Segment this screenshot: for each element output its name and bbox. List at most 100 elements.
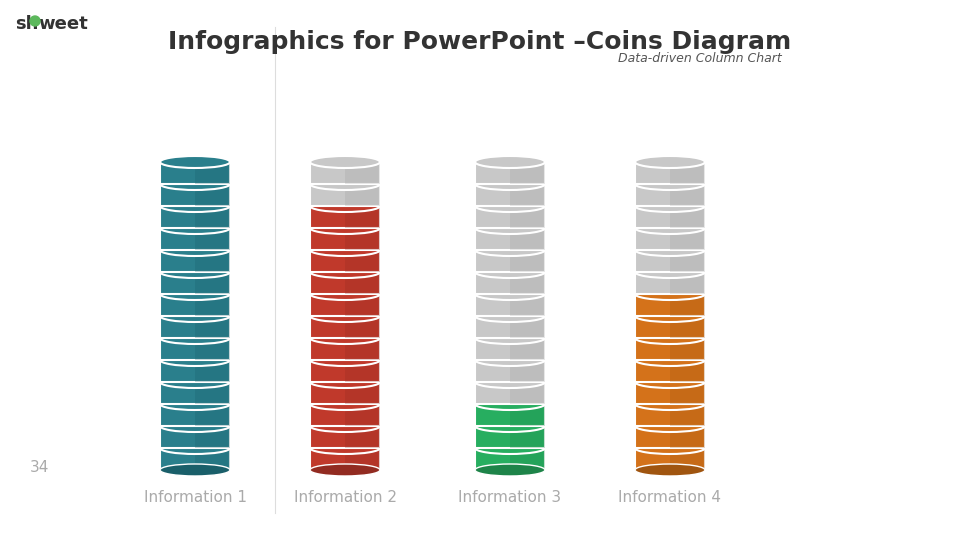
- Ellipse shape: [475, 222, 545, 234]
- Ellipse shape: [635, 420, 705, 432]
- Ellipse shape: [160, 266, 230, 278]
- Ellipse shape: [475, 200, 545, 212]
- Ellipse shape: [475, 354, 545, 366]
- FancyBboxPatch shape: [510, 338, 545, 360]
- FancyBboxPatch shape: [160, 184, 230, 206]
- Ellipse shape: [310, 420, 380, 432]
- FancyBboxPatch shape: [475, 404, 545, 426]
- FancyBboxPatch shape: [635, 360, 705, 382]
- FancyBboxPatch shape: [195, 426, 230, 448]
- Ellipse shape: [635, 244, 705, 256]
- Text: Information 2: Information 2: [294, 490, 396, 505]
- Ellipse shape: [160, 178, 230, 190]
- FancyBboxPatch shape: [345, 272, 380, 294]
- FancyBboxPatch shape: [310, 206, 380, 228]
- FancyBboxPatch shape: [195, 360, 230, 382]
- FancyBboxPatch shape: [510, 316, 545, 338]
- Ellipse shape: [160, 442, 230, 454]
- FancyBboxPatch shape: [475, 448, 545, 470]
- FancyBboxPatch shape: [310, 360, 380, 382]
- FancyBboxPatch shape: [635, 272, 705, 294]
- FancyBboxPatch shape: [160, 162, 230, 184]
- Ellipse shape: [160, 244, 230, 256]
- FancyBboxPatch shape: [310, 272, 380, 294]
- FancyBboxPatch shape: [670, 316, 705, 338]
- Ellipse shape: [635, 376, 705, 388]
- FancyBboxPatch shape: [670, 206, 705, 228]
- FancyBboxPatch shape: [310, 426, 380, 448]
- Ellipse shape: [475, 442, 545, 454]
- Ellipse shape: [635, 464, 705, 476]
- FancyBboxPatch shape: [195, 338, 230, 360]
- Ellipse shape: [635, 178, 705, 190]
- FancyBboxPatch shape: [635, 228, 705, 250]
- Ellipse shape: [475, 266, 545, 278]
- FancyBboxPatch shape: [475, 206, 545, 228]
- FancyBboxPatch shape: [475, 338, 545, 360]
- FancyBboxPatch shape: [195, 404, 230, 426]
- FancyBboxPatch shape: [310, 448, 380, 470]
- FancyBboxPatch shape: [475, 184, 545, 206]
- FancyBboxPatch shape: [345, 162, 380, 184]
- Ellipse shape: [310, 398, 380, 410]
- Ellipse shape: [475, 398, 545, 410]
- Ellipse shape: [475, 332, 545, 344]
- FancyBboxPatch shape: [345, 294, 380, 316]
- Text: Information 1: Information 1: [143, 490, 247, 505]
- FancyBboxPatch shape: [510, 206, 545, 228]
- Ellipse shape: [310, 332, 380, 344]
- FancyBboxPatch shape: [160, 360, 230, 382]
- Ellipse shape: [310, 288, 380, 300]
- Circle shape: [30, 16, 40, 26]
- Ellipse shape: [160, 200, 230, 212]
- FancyBboxPatch shape: [345, 316, 380, 338]
- Ellipse shape: [160, 354, 230, 366]
- FancyBboxPatch shape: [345, 228, 380, 250]
- FancyBboxPatch shape: [160, 316, 230, 338]
- Ellipse shape: [160, 464, 230, 476]
- Ellipse shape: [310, 442, 380, 454]
- FancyBboxPatch shape: [510, 162, 545, 184]
- FancyBboxPatch shape: [345, 360, 380, 382]
- Ellipse shape: [160, 222, 230, 234]
- FancyBboxPatch shape: [195, 162, 230, 184]
- Ellipse shape: [160, 288, 230, 300]
- Ellipse shape: [475, 464, 545, 476]
- FancyBboxPatch shape: [635, 294, 705, 316]
- FancyBboxPatch shape: [310, 294, 380, 316]
- FancyBboxPatch shape: [345, 184, 380, 206]
- FancyBboxPatch shape: [475, 250, 545, 272]
- FancyBboxPatch shape: [195, 316, 230, 338]
- Ellipse shape: [310, 222, 380, 234]
- Ellipse shape: [160, 398, 230, 410]
- FancyBboxPatch shape: [510, 184, 545, 206]
- FancyBboxPatch shape: [670, 382, 705, 404]
- FancyBboxPatch shape: [670, 228, 705, 250]
- FancyBboxPatch shape: [195, 382, 230, 404]
- Ellipse shape: [635, 354, 705, 366]
- Ellipse shape: [635, 200, 705, 212]
- Ellipse shape: [475, 420, 545, 432]
- FancyBboxPatch shape: [195, 228, 230, 250]
- FancyBboxPatch shape: [195, 448, 230, 470]
- FancyBboxPatch shape: [310, 338, 380, 360]
- FancyBboxPatch shape: [670, 272, 705, 294]
- FancyBboxPatch shape: [160, 272, 230, 294]
- Text: sh: sh: [15, 15, 38, 33]
- FancyBboxPatch shape: [160, 250, 230, 272]
- FancyBboxPatch shape: [310, 228, 380, 250]
- Ellipse shape: [310, 244, 380, 256]
- FancyBboxPatch shape: [160, 404, 230, 426]
- Ellipse shape: [310, 464, 380, 476]
- FancyBboxPatch shape: [310, 382, 380, 404]
- FancyBboxPatch shape: [510, 250, 545, 272]
- FancyBboxPatch shape: [670, 426, 705, 448]
- FancyBboxPatch shape: [635, 404, 705, 426]
- FancyBboxPatch shape: [160, 294, 230, 316]
- FancyBboxPatch shape: [670, 404, 705, 426]
- FancyBboxPatch shape: [475, 272, 545, 294]
- FancyBboxPatch shape: [195, 250, 230, 272]
- FancyBboxPatch shape: [345, 206, 380, 228]
- FancyBboxPatch shape: [510, 426, 545, 448]
- FancyBboxPatch shape: [635, 338, 705, 360]
